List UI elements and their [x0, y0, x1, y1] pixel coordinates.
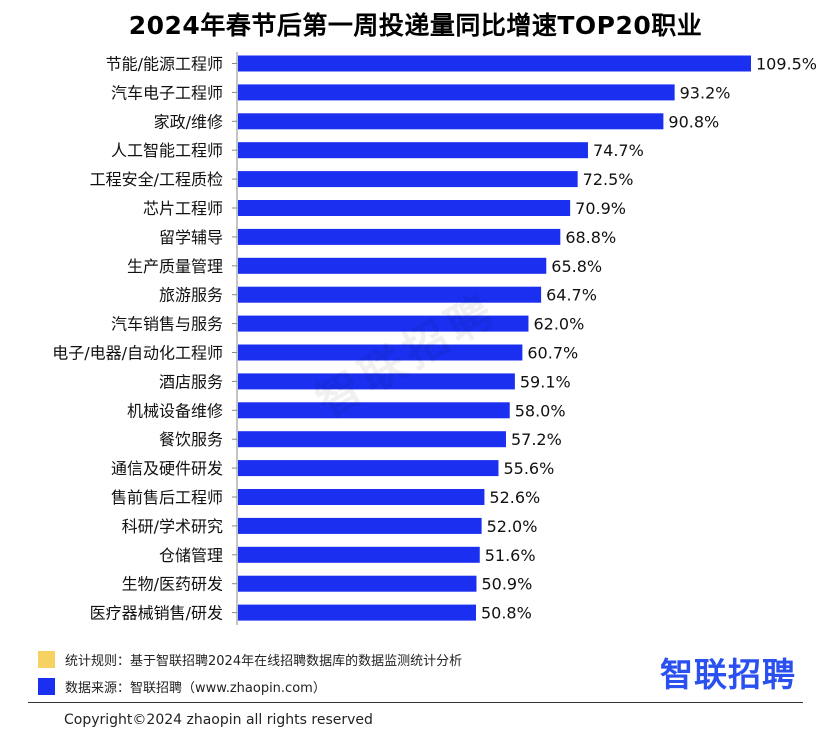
category-label: 仓储管理	[159, 546, 223, 565]
data-label: 65.8%	[551, 257, 602, 276]
category-label: 通信及硬件研发	[111, 459, 223, 478]
data-label: 64.7%	[546, 286, 597, 305]
bar	[238, 228, 561, 245]
zhaopin-logo: 智联招聘	[660, 655, 796, 694]
data-label: 58.0%	[515, 401, 566, 420]
bar	[238, 575, 477, 592]
bar	[238, 546, 480, 563]
category-label: 汽车电子工程师	[111, 83, 223, 102]
legend-text-source: 数据来源：智联招聘（www.zhaopin.com）	[65, 681, 326, 696]
bar	[238, 431, 506, 448]
data-label: 57.2%	[511, 430, 562, 449]
bar	[238, 257, 547, 274]
bar	[238, 200, 571, 216]
legend-swatch-yellow	[38, 651, 55, 668]
category-label: 售前售后工程师	[111, 488, 223, 507]
data-label: 59.1%	[520, 372, 571, 391]
data-label: 70.9%	[575, 199, 626, 218]
data-label: 72.5%	[583, 170, 634, 189]
category-label: 科研/学术研究	[122, 517, 223, 536]
bar	[238, 171, 578, 188]
legend-swatch-blue	[38, 678, 55, 695]
category-label: 汽车销售与服务	[111, 315, 223, 334]
data-label: 52.6%	[489, 488, 540, 507]
category-label: 医疗器械销售/研发	[90, 604, 223, 623]
data-label: 68.8%	[565, 228, 616, 247]
data-label: 60.7%	[527, 344, 578, 363]
data-label: 50.8%	[481, 604, 532, 623]
category-label: 生产质量管理	[127, 257, 223, 276]
bar	[238, 460, 499, 477]
copyright-text: Copyright©2024 zhaopin all rights reserv…	[64, 712, 373, 728]
bar	[238, 489, 485, 505]
data-label: 93.2%	[680, 83, 731, 102]
data-label: 74.7%	[593, 141, 644, 160]
data-label: 55.6%	[503, 459, 554, 478]
bar-chart: 节能/能源工程师 109.5% 汽车电子工程师 93.2% 家政/维修 90.8% 人工智能…	[52, 52, 817, 625]
bar	[238, 142, 588, 159]
category-label: 机械设备维修	[127, 401, 223, 420]
bar	[238, 55, 751, 72]
category-label: 电子/电器/自动化工程师	[52, 344, 223, 363]
category-label: 芯片工程师	[143, 199, 223, 218]
category-label: 家政/维修	[154, 112, 223, 131]
data-label: 52.0%	[487, 517, 538, 536]
legend-text-rule: 统计规则：基于智联招聘2024年在线招聘数据库的数据监测统计分析	[65, 654, 463, 669]
bar	[238, 402, 510, 419]
category-label: 餐饮服务	[159, 430, 223, 449]
bar	[238, 604, 476, 621]
data-label: 62.0%	[533, 315, 584, 334]
category-label: 节能/能源工程师	[106, 55, 223, 74]
data-label: 90.8%	[668, 112, 719, 131]
bar	[238, 315, 529, 332]
bar	[238, 517, 482, 534]
footer-divider	[28, 702, 803, 703]
category-label: 工程安全/工程质检	[90, 170, 223, 189]
legend-item-source: 数据来源：智联招聘（www.zhaopin.com）	[38, 677, 326, 696]
bar	[238, 113, 664, 130]
bar	[238, 373, 515, 390]
category-label: 人工智能工程师	[111, 141, 223, 160]
data-label: 109.5%	[756, 55, 817, 74]
bar	[238, 286, 542, 303]
bar	[238, 84, 675, 101]
category-label: 酒店服务	[159, 372, 223, 391]
category-label: 生物/医药研发	[122, 575, 223, 594]
bar	[238, 344, 523, 361]
chart-title: 2024年春节后第一周投递量同比增速TOP20职业	[128, 11, 703, 40]
legend-item-rule: 统计规则：基于智联招聘2024年在线招聘数据库的数据监测统计分析	[38, 650, 462, 669]
category-label: 留学辅导	[159, 228, 223, 247]
data-label: 50.9%	[481, 575, 532, 594]
data-label: 51.6%	[485, 546, 536, 565]
category-label: 旅游服务	[159, 286, 223, 305]
